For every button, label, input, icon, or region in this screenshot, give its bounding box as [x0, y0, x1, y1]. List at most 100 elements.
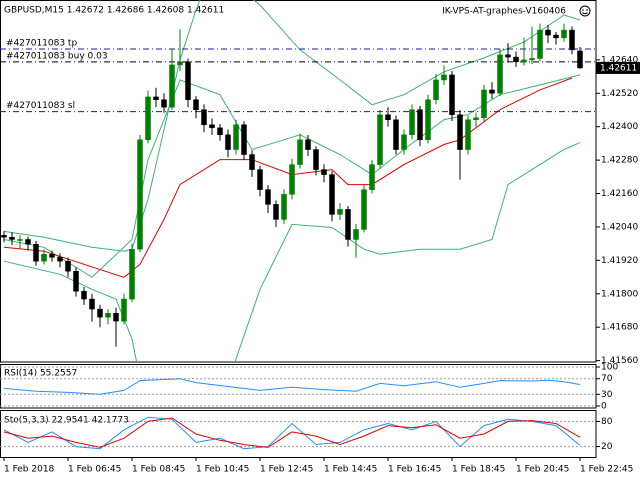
x-tick-label: 1 Feb 10:45 [196, 465, 249, 475]
candle-body [513, 56, 519, 63]
candle-body [185, 61, 191, 100]
candle-body [377, 114, 383, 165]
candle-body [561, 29, 567, 39]
chart-title: GBPUSD,M15 1.42672 1.42686 1.42608 1.426… [4, 6, 224, 16]
candle-body [345, 209, 351, 240]
candle-body [201, 109, 207, 126]
candle-body [65, 260, 71, 272]
y-tick-label: 70 [601, 374, 613, 384]
candle-body [177, 61, 183, 66]
y-tick-label: 80 [601, 417, 613, 427]
candle-body [433, 79, 439, 100]
candle-body [121, 298, 127, 322]
y-tick-label: 20 [601, 442, 613, 452]
candle-body [113, 313, 119, 322]
x-tick-label: 1 Feb 20:45 [516, 465, 569, 475]
y-tick-label: 1.41800 [601, 289, 638, 299]
candle-body [145, 96, 151, 141]
x-tick-label: 1 Feb 22:45 [580, 465, 633, 475]
candle-body [289, 164, 295, 195]
candle-body [457, 114, 463, 150]
candle-body [193, 99, 199, 110]
candle-body [169, 64, 175, 108]
candle-body [305, 139, 311, 150]
candle-body [329, 174, 335, 215]
candle-body [89, 298, 95, 310]
x-tick-label: 1 Feb 18:45 [452, 465, 505, 475]
candle-body [489, 89, 495, 94]
panel-1 [0, 366, 596, 407]
panel-0 [0, 0, 596, 362]
rsi-title: RSI(14) 55.2557 [4, 369, 77, 379]
candle-body [81, 291, 87, 300]
candle-body [409, 109, 415, 136]
candle-body [257, 169, 263, 190]
candle-body [521, 59, 527, 63]
candle-body [129, 248, 135, 300]
candle-body [265, 189, 271, 205]
x-tick-label: 1 Feb 16:45 [388, 465, 441, 475]
candle-body [209, 124, 215, 129]
candle-body [41, 253, 47, 262]
candle-body [233, 124, 239, 150]
candle-body [369, 164, 375, 190]
candle-body [225, 134, 231, 150]
candle-body [545, 29, 551, 36]
rsi-panel-frame [0, 364, 597, 409]
candle-body [553, 34, 559, 39]
x-tick-label: 1 Feb 08:45 [132, 465, 185, 475]
candle-body [33, 243, 39, 262]
x-tick-label: 1 Feb 2018 [4, 465, 55, 475]
candle-body [465, 119, 471, 150]
candle-body [313, 149, 319, 170]
candle-body [281, 194, 287, 220]
order-label: #427011083 tp [6, 39, 77, 49]
candle-body [49, 253, 55, 258]
candle-body [9, 236, 15, 240]
candle-body [505, 54, 511, 58]
candle-body [497, 54, 503, 94]
indicator-line [3, 416, 581, 450]
indicator-line [3, 0, 581, 252]
candle-body [25, 239, 31, 245]
y-tick-label: 30 [601, 390, 613, 400]
candle-body [425, 99, 431, 141]
candle-body [17, 239, 23, 241]
candle-body [361, 189, 367, 230]
main-panel-frame [0, 0, 597, 363]
sto-title: Sto(5,3,3) 22.9541 42.1773 [4, 416, 129, 426]
candle-body [105, 313, 111, 318]
smiley-icon [579, 5, 591, 17]
candle-body [57, 257, 63, 262]
y-tick-label: 1.42280 [601, 156, 638, 166]
candle-body [569, 29, 575, 51]
order-label: #427011083 buy 0.03 [6, 51, 108, 61]
y-tick-label: 1.42400 [601, 122, 638, 132]
candle-body [137, 139, 143, 250]
y-tick-label: 1.42520 [601, 89, 638, 99]
candle-body [337, 209, 343, 215]
x-tick-label: 1 Feb 12:45 [260, 465, 313, 475]
candle-body [385, 114, 391, 120]
candle-body [273, 204, 279, 220]
panel-2 [0, 416, 596, 450]
order-label: #427011083 sl [6, 101, 75, 111]
candle-body [577, 50, 583, 69]
candle-body [161, 99, 167, 108]
candle-body [417, 109, 423, 141]
candle-body [297, 139, 303, 165]
candle-body [321, 169, 327, 175]
candle-body [441, 74, 447, 81]
indicator-line [3, 378, 581, 395]
indicator-line [3, 417, 581, 448]
candle-body [401, 134, 407, 150]
candle-body [249, 154, 255, 170]
x-tick-label: 1 Feb 14:45 [324, 465, 377, 475]
y-tick-label: 1.41920 [601, 256, 638, 266]
x-tick-label: 1 Feb 06:45 [68, 465, 121, 475]
candle-body [481, 89, 487, 119]
candle-body [217, 127, 223, 136]
candle-body [1, 235, 7, 238]
candle-body [529, 58, 535, 61]
